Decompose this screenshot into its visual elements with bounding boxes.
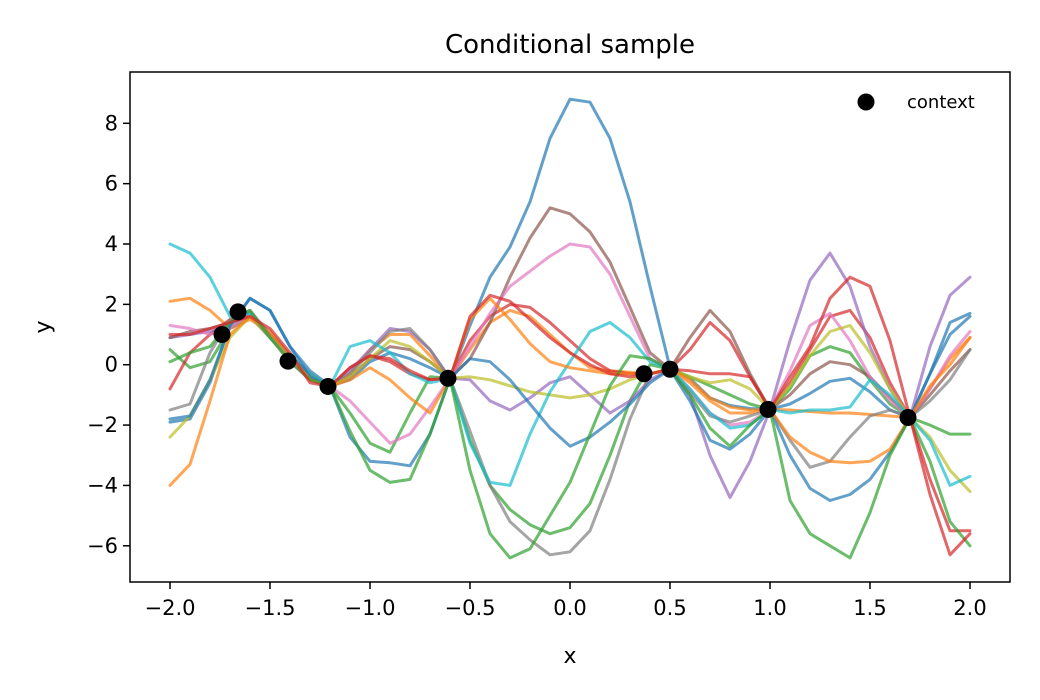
x-tick-label: 2.0 xyxy=(953,596,986,620)
legend: context xyxy=(857,92,975,113)
context-point-4 xyxy=(319,377,337,395)
x-tick-label: 1.0 xyxy=(753,596,786,620)
chart-title: Conditional sample xyxy=(445,30,695,60)
context-point-5 xyxy=(439,369,457,387)
context-layer xyxy=(213,303,917,427)
y-axis-label: y xyxy=(31,320,56,333)
context-point-1 xyxy=(213,326,231,344)
y-tick-label: 0 xyxy=(105,353,118,377)
y-tick-label: −4 xyxy=(87,473,118,497)
y-tick-label: 6 xyxy=(105,172,118,196)
y-tick-label: 4 xyxy=(105,232,118,256)
legend-context-label: context xyxy=(907,92,975,113)
x-tick-label: −2.0 xyxy=(145,596,196,620)
context-point-3 xyxy=(279,352,297,370)
series-line-11 xyxy=(168,296,972,502)
y-tick-label: 8 xyxy=(105,111,118,135)
y-tick-label: −6 xyxy=(87,534,118,558)
x-axis: −2.0 −1.5 −1.0 −0.5 0.0 0.5 1.0 1.5 2.0 xyxy=(145,582,987,620)
x-tick-label: 0.0 xyxy=(553,596,586,620)
x-tick-label: −0.5 xyxy=(445,596,496,620)
x-tick-label: −1.0 xyxy=(345,596,396,620)
y-tick-label: −2 xyxy=(87,413,118,437)
x-tick-label: −1.5 xyxy=(245,596,296,620)
x-axis-label: x xyxy=(563,644,576,669)
y-tick-label: 2 xyxy=(105,292,118,316)
context-point-7 xyxy=(661,360,679,378)
context-point-9 xyxy=(899,409,917,427)
series-layer xyxy=(168,97,972,560)
legend-context-marker xyxy=(857,93,875,111)
y-axis: −6 −4 −2 0 2 4 6 8 xyxy=(87,111,130,558)
context-point-6 xyxy=(635,365,653,383)
x-tick-label: 0.5 xyxy=(653,596,686,620)
series-line-14 xyxy=(168,275,972,557)
context-point-2 xyxy=(229,303,247,321)
context-point-8 xyxy=(759,400,777,418)
x-tick-label: 1.5 xyxy=(853,596,886,620)
series-line-1 xyxy=(168,97,972,424)
